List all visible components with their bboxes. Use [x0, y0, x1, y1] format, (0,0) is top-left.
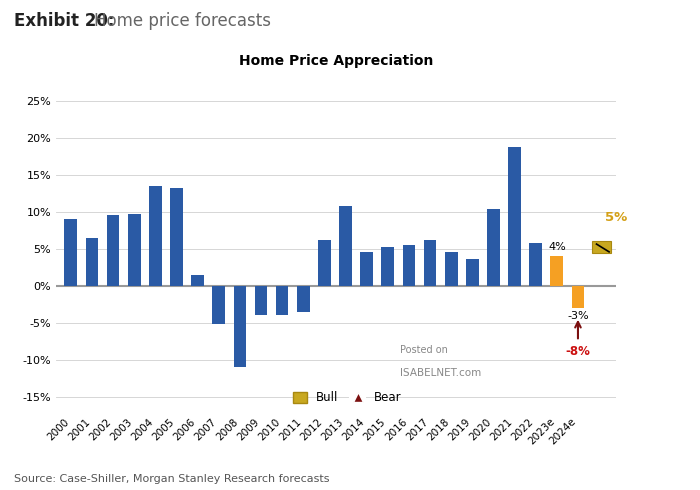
FancyBboxPatch shape	[592, 241, 611, 252]
Text: 4%: 4%	[548, 242, 566, 252]
Bar	[360, 252, 373, 286]
Text: ISABELNET.com: ISABELNET.com	[400, 368, 482, 378]
Bar	[402, 245, 415, 286]
Text: -8%: -8%	[566, 345, 590, 358]
Bar	[85, 238, 98, 286]
Bar	[106, 216, 120, 286]
Bar	[382, 247, 394, 286]
Text: Posted on: Posted on	[400, 345, 448, 355]
Title: Home Price Appreciation: Home Price Appreciation	[239, 53, 433, 68]
Bar	[170, 188, 183, 286]
Bar	[212, 286, 225, 324]
Bar	[424, 240, 436, 286]
Bar	[529, 243, 542, 286]
Bar	[340, 206, 352, 286]
Bar	[466, 259, 479, 286]
Bar	[572, 286, 584, 308]
Bar	[276, 286, 288, 316]
Bar	[487, 209, 500, 286]
Bar	[64, 219, 77, 286]
Bar	[444, 252, 458, 286]
Text: -3%: -3%	[567, 311, 589, 321]
Bar	[508, 147, 521, 286]
Text: Exhibit 20:: Exhibit 20:	[14, 12, 115, 30]
Bar	[191, 274, 204, 286]
Bar	[234, 286, 246, 367]
Bar	[128, 214, 141, 286]
Text: Home price forecasts: Home price forecasts	[94, 12, 272, 30]
Text: Source: Case-Shiller, Morgan Stanley Research forecasts: Source: Case-Shiller, Morgan Stanley Res…	[14, 474, 330, 484]
Bar	[550, 256, 564, 286]
Bar	[149, 186, 162, 286]
Bar	[255, 286, 267, 316]
Bar	[318, 240, 330, 286]
Legend: Bull, Bear: Bull, Bear	[288, 387, 407, 409]
Text: 5%: 5%	[606, 211, 628, 224]
Bar	[297, 286, 309, 312]
